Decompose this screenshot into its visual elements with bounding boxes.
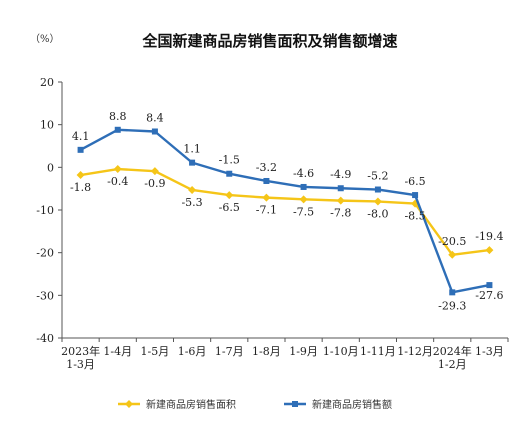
data-label: 8.8 [109,110,127,123]
data-point [486,282,493,289]
data-label: -7.5 [293,205,314,218]
data-point [113,165,122,174]
data-label: -8.5 [404,210,425,223]
x-tick-label: 1-3月 [475,345,504,358]
x-tick-label: 1-10月 [323,345,359,358]
x-tick-label: 1-4月 [103,345,132,358]
y-tick-label: -20 [36,247,54,260]
data-point [299,195,308,204]
y-unit-label: （%） [30,33,60,45]
data-point [448,250,457,259]
legend: 新建商品房销售面积 新建商品房销售额 [118,398,392,411]
x-tick-label: 1-11月 [360,345,396,358]
data-point [77,146,84,153]
data-point [449,289,456,296]
data-point [337,185,344,192]
y-tick-label: -40 [36,332,54,345]
data-labels: -1.8 -0.4 -0.9 -5.3 -6.5 -7.1 -7.5 -7.8 -8.0 -8.5… [70,110,504,313]
y-tick-label: 0 [47,161,54,174]
data-label: 8.4 [146,111,164,124]
data-label: -3.2 [256,161,277,174]
data-label: -7.8 [330,207,351,220]
data-point [151,128,158,135]
x-tick-label: 2023年 1-3月 [61,344,100,371]
data-point [76,171,85,180]
legend-label: 新建商品房销售额 [312,398,392,411]
data-point [226,170,233,177]
data-point [262,193,271,202]
data-point [189,159,196,166]
legend-label: 新建商品房销售面积 [146,398,236,411]
data-label: -6.5 [404,175,425,188]
data-point [300,183,307,190]
data-point [188,185,197,194]
data-label: -20.5 [438,235,466,248]
data-point [263,177,270,184]
data-label: -1.5 [219,154,240,167]
axes: 20 10 0 -10 -20 -30 -40 2023年 1-3月1-4月 1-5月 1-6月 1-… [36,76,509,371]
data-label: -6.5 [219,201,240,214]
data-point [373,197,382,206]
x-tick-label: 1-12月 [397,345,433,358]
data-label: -19.4 [475,230,503,243]
data-label: -4.9 [330,168,351,181]
x-tick-label: 1-9月 [289,345,318,358]
x-tick-label: 1-8月 [252,345,281,358]
data-label: 4.1 [72,130,90,143]
data-label: -29.3 [438,299,466,312]
data-label: -27.6 [475,289,503,302]
y-tick-label: -30 [36,289,54,302]
series-line-1 [80,128,490,294]
y-tick-label: -10 [36,204,54,217]
data-point [336,196,345,205]
data-point [150,167,159,176]
data-label: -8.0 [367,207,388,220]
series-line-0 [80,167,490,257]
data-label: -7.1 [256,204,277,217]
data-point [485,246,494,255]
legend-marker [292,401,298,407]
data-label: 1.1 [183,143,201,156]
chart-title: 全国新建商品房销售面积及销售额增速 [141,32,397,50]
x-tick-label: 1-7月 [215,345,244,358]
data-label: -1.8 [70,181,91,194]
x-tick-label: 1-6月 [178,345,207,358]
series-lines [76,126,494,296]
data-point [114,126,121,133]
x-tick-label: 2024年 1-2月 [433,344,472,371]
y-tick-label: 10 [40,119,54,132]
data-label: -0.4 [107,175,128,188]
data-point [374,186,381,193]
y-tick-label: 20 [40,76,54,89]
legend-marker [125,400,133,408]
data-label: -4.6 [293,167,314,180]
x-tick-label: 1-5月 [141,345,170,358]
data-label: -0.9 [144,177,165,190]
data-point [412,192,419,199]
data-label: -5.3 [181,196,202,209]
data-point [225,191,234,200]
data-label: -5.2 [367,170,388,183]
